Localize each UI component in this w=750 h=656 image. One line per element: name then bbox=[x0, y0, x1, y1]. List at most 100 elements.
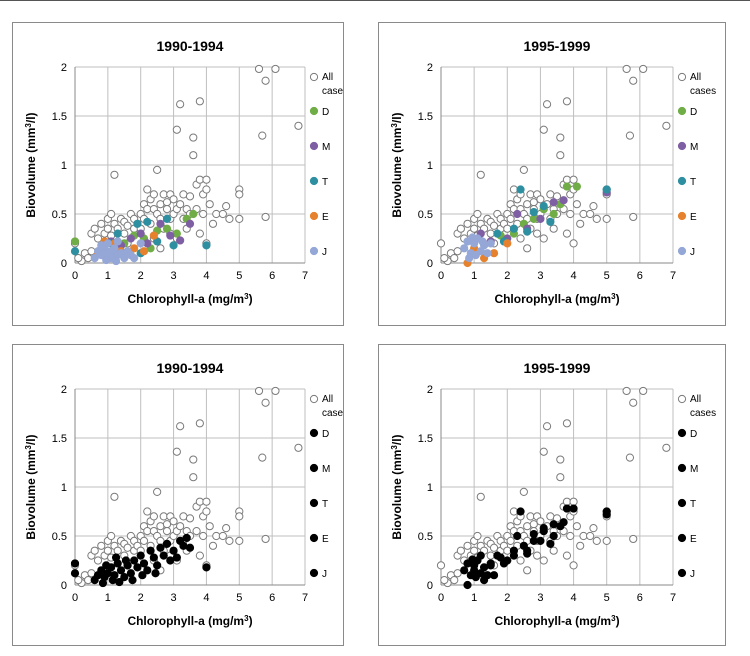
point-all-cases bbox=[566, 209, 575, 219]
legend-label-all-cases-line2: cases bbox=[322, 86, 343, 97]
point-all-cases bbox=[176, 200, 185, 209]
point-all-cases bbox=[202, 497, 211, 506]
legend-marker-d bbox=[309, 428, 319, 438]
point-all-cases bbox=[549, 546, 558, 555]
x-tick-label: 0 bbox=[438, 592, 444, 604]
point-all-cases bbox=[536, 195, 545, 204]
legend-marker-t bbox=[309, 498, 319, 508]
point-all-cases bbox=[440, 254, 449, 263]
y-tick-label: 1.5 bbox=[52, 433, 67, 445]
point-t bbox=[133, 219, 142, 228]
point-all-cases bbox=[486, 551, 495, 560]
legend-marker-t bbox=[677, 498, 687, 508]
legend-marker-d bbox=[677, 106, 687, 116]
point-j bbox=[103, 239, 112, 248]
point-all-cases bbox=[586, 531, 595, 541]
point-j bbox=[111, 256, 121, 266]
y-axis-label: Biovolume (mm3/l) bbox=[24, 112, 38, 217]
legend-marker-e bbox=[309, 211, 319, 221]
point-all-cases bbox=[261, 534, 270, 544]
x-tick-label: 1 bbox=[471, 270, 477, 282]
point-all-cases bbox=[569, 497, 578, 506]
legend-label-d: D bbox=[690, 429, 697, 440]
point-t bbox=[516, 185, 525, 194]
point-d-m-t-e-j bbox=[120, 573, 129, 582]
legend-marker-d bbox=[677, 428, 687, 438]
x-tick-label: 1 bbox=[105, 270, 111, 282]
point-all-cases bbox=[470, 546, 479, 555]
point-all-cases bbox=[225, 214, 234, 223]
point-all-cases bbox=[556, 455, 565, 464]
x-tick-label: 4 bbox=[203, 270, 209, 282]
point-e bbox=[149, 231, 158, 240]
y-tick-label: 2 bbox=[427, 384, 433, 396]
point-all-cases bbox=[556, 473, 565, 482]
point-d-m-t-e-j bbox=[202, 563, 211, 572]
point-d-m-t-e-j bbox=[471, 573, 480, 582]
point-d-m-t-e-j bbox=[159, 551, 168, 560]
point-d-m-t-e-j bbox=[153, 561, 162, 570]
point-all-cases bbox=[533, 229, 542, 238]
legend-marker-j bbox=[309, 568, 319, 578]
point-all-cases bbox=[110, 170, 119, 179]
point-m bbox=[136, 229, 145, 238]
point-all-cases bbox=[572, 200, 581, 209]
point-all-cases bbox=[476, 170, 485, 179]
point-d-m-t-e-j bbox=[151, 569, 160, 578]
chart-title: 1990-1994 bbox=[157, 360, 224, 376]
point-j bbox=[136, 239, 145, 248]
point-all-cases bbox=[258, 131, 267, 140]
point-all-cases bbox=[97, 219, 106, 228]
point-t bbox=[143, 217, 152, 226]
point-all-cases bbox=[576, 219, 585, 228]
x-tick-label: 6 bbox=[269, 270, 275, 282]
point-all-cases bbox=[546, 512, 555, 521]
point-all-cases bbox=[162, 205, 172, 214]
point-all-cases bbox=[258, 453, 267, 462]
x-tick-label: 3 bbox=[537, 270, 543, 282]
y-tick-label: 1.5 bbox=[418, 111, 433, 123]
point-all-cases bbox=[562, 175, 572, 184]
point-all-cases bbox=[516, 556, 525, 565]
point-all-cases bbox=[169, 195, 178, 204]
point-all-cases bbox=[523, 200, 532, 209]
point-all-cases bbox=[218, 209, 227, 219]
point-all-cases bbox=[526, 512, 535, 521]
point-all-cases bbox=[294, 121, 303, 130]
x-axis-label: Chlorophyll-a (mg/m3) bbox=[494, 292, 619, 306]
point-all-cases bbox=[456, 224, 465, 233]
point-t bbox=[509, 224, 519, 233]
y-tick-label: 1.5 bbox=[52, 111, 67, 123]
point-d-m-t-e-j bbox=[185, 543, 195, 552]
point-d-m-t-e-j bbox=[116, 566, 126, 575]
point-all-cases bbox=[579, 209, 588, 219]
point-all-cases bbox=[189, 473, 198, 482]
point-d bbox=[189, 209, 198, 219]
point-d bbox=[549, 209, 558, 219]
point-all-cases bbox=[156, 244, 165, 253]
y-tick-label: 0.5 bbox=[418, 209, 433, 221]
point-all-cases bbox=[208, 541, 218, 550]
x-tick-label: 4 bbox=[571, 592, 577, 604]
legend-label-all-cases-line1: All bbox=[322, 72, 333, 83]
legend-label-d: D bbox=[322, 107, 329, 118]
point-all-cases bbox=[523, 244, 532, 253]
point-t bbox=[113, 229, 122, 238]
legend-marker-e bbox=[677, 211, 687, 221]
point-all-cases bbox=[176, 522, 185, 531]
point-d-m-t-e-j bbox=[546, 539, 555, 548]
point-all-cases bbox=[562, 97, 572, 106]
point-e bbox=[139, 247, 149, 256]
point-d-m-t-e-j bbox=[143, 566, 152, 575]
legend-label-e: E bbox=[322, 212, 329, 223]
point-d bbox=[572, 182, 581, 191]
x-axis-label: Chlorophyll-a (mg/m3) bbox=[127, 292, 252, 306]
point-j bbox=[107, 247, 116, 256]
point-all-cases bbox=[169, 517, 178, 526]
legend-label-m: M bbox=[690, 142, 698, 153]
point-t bbox=[493, 229, 502, 238]
legend-marker-m bbox=[309, 463, 319, 473]
point-all-cases bbox=[143, 507, 152, 516]
point-all-cases bbox=[566, 531, 575, 541]
point-all-cases bbox=[261, 76, 270, 85]
